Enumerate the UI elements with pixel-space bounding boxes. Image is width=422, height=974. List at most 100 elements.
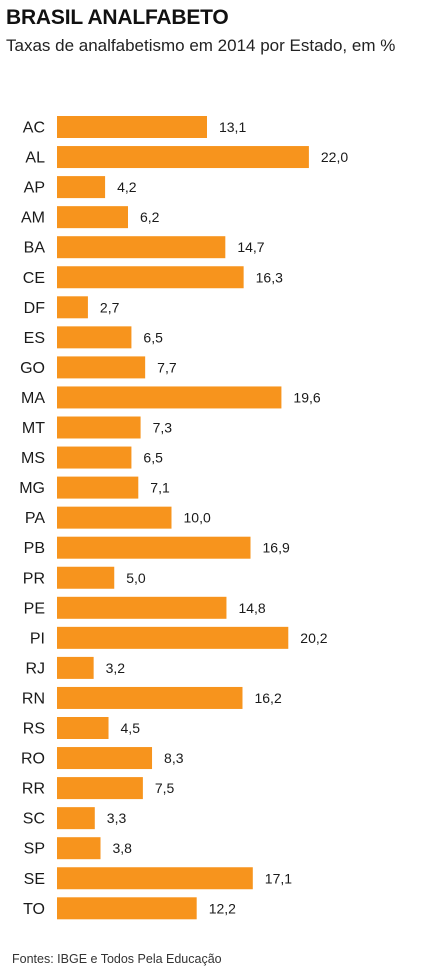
value-label: 6,2	[140, 209, 160, 225]
value-label: 4,2	[117, 179, 137, 195]
bar	[57, 146, 309, 169]
value-label: 6,5	[143, 329, 163, 345]
category-label: ES	[24, 330, 45, 347]
category-label: AC	[23, 120, 45, 137]
bar	[57, 326, 132, 349]
value-label: 12,2	[209, 900, 236, 916]
bar	[57, 656, 94, 679]
bar-row-ma: MA 19,6	[21, 386, 321, 409]
bar	[57, 356, 146, 379]
bar	[57, 626, 289, 649]
bar-row-rj: RJ 3,2	[25, 656, 126, 679]
value-label: 10,0	[184, 510, 211, 526]
category-label: MG	[19, 480, 45, 497]
bar-row-ms: MS 6,5	[21, 446, 163, 469]
category-label: RR	[22, 781, 45, 798]
bar	[57, 446, 132, 469]
chart-title: BRASIL ANALFABETO	[6, 6, 229, 29]
bar-row-rs: RS 4,5	[23, 717, 140, 739]
category-label: MS	[21, 450, 45, 467]
value-label: 16,9	[263, 540, 290, 556]
bar-row-ac: AC 13,1	[23, 116, 246, 138]
bar-row-ce: CE 16,3	[23, 266, 283, 289]
bar	[57, 386, 282, 409]
bar	[57, 416, 141, 439]
category-label: PA	[25, 510, 45, 527]
value-label: 14,8	[238, 600, 265, 616]
value-label: 7,3	[153, 420, 173, 436]
category-label: PR	[23, 570, 45, 587]
category-label: GO	[20, 360, 45, 377]
bar-row-am: AM 6,2	[21, 206, 160, 229]
bar-row-df: DF 2,7	[24, 296, 120, 319]
category-label: BA	[24, 240, 46, 257]
bar-row-sc: SC 3,3	[23, 807, 127, 830]
value-label: 3,8	[113, 840, 133, 856]
value-label: 4,5	[121, 720, 141, 736]
value-label: 19,6	[293, 389, 320, 405]
source-note: Fontes: IBGE e Todos Pela Educação	[12, 952, 222, 966]
bar-row-to: TO 12,2	[23, 897, 236, 920]
bar	[57, 266, 244, 289]
bar	[57, 506, 172, 529]
category-label: TO	[23, 901, 45, 918]
category-label: PI	[30, 630, 45, 647]
bar-row-pi: PI 20,2	[30, 626, 328, 649]
bar	[57, 686, 243, 709]
value-label: 5,0	[126, 570, 146, 586]
bar	[57, 596, 227, 619]
bar-row-rn: RN 16,2	[22, 686, 282, 709]
category-label: RS	[23, 721, 45, 738]
category-label: PE	[24, 600, 45, 617]
bar	[57, 807, 95, 830]
bar-row-pe: PE 14,8	[24, 596, 266, 619]
value-label: 20,2	[300, 630, 327, 646]
bar-row-rr: RR 7,5	[22, 777, 175, 800]
category-label: SP	[24, 841, 45, 858]
bar	[57, 717, 109, 739]
category-label: PB	[24, 540, 45, 557]
bar-row-mg: MG 7,1	[19, 476, 170, 499]
bar-row-mt: MT 7,3	[22, 416, 173, 439]
bar	[57, 476, 139, 499]
category-label: CE	[23, 270, 45, 287]
category-label: RN	[22, 690, 45, 707]
category-label: SC	[23, 811, 45, 828]
category-label: RJ	[25, 660, 45, 677]
bar	[57, 536, 251, 559]
bar	[57, 747, 153, 770]
category-label: AP	[24, 180, 45, 197]
bar-row-sp: SP 3,8	[24, 837, 133, 860]
bar	[57, 897, 197, 920]
category-label: DF	[24, 300, 46, 317]
bar	[57, 837, 101, 860]
bar	[57, 867, 253, 890]
bar-row-go: GO 7,7	[20, 356, 177, 379]
bar	[57, 236, 226, 259]
value-label: 7,1	[150, 480, 170, 496]
value-label: 22,0	[321, 149, 348, 165]
bar-row-pr: PR 5,0	[23, 566, 146, 589]
bar-row-ap: AP 4,2	[24, 176, 137, 199]
value-label: 6,5	[143, 450, 163, 466]
value-label: 3,3	[107, 810, 127, 826]
bar	[57, 566, 115, 589]
category-label: AL	[25, 150, 45, 167]
bar	[57, 116, 207, 138]
bar-row-al: AL 22,0	[25, 146, 348, 169]
value-label: 14,7	[237, 239, 264, 255]
category-label: MT	[22, 420, 45, 437]
bar	[57, 176, 106, 199]
category-label: AM	[21, 210, 45, 227]
value-label: 3,2	[106, 660, 126, 676]
value-label: 16,2	[254, 690, 281, 706]
bar	[57, 296, 88, 319]
value-label: 16,3	[256, 269, 283, 285]
bar-row-ba: BA 14,7	[24, 236, 265, 259]
value-label: 7,7	[157, 359, 177, 375]
category-label: MA	[21, 390, 45, 407]
bar-row-es: ES 6,5	[24, 326, 163, 349]
bar	[57, 206, 128, 229]
bar	[57, 777, 143, 800]
value-label: 8,3	[164, 750, 184, 766]
